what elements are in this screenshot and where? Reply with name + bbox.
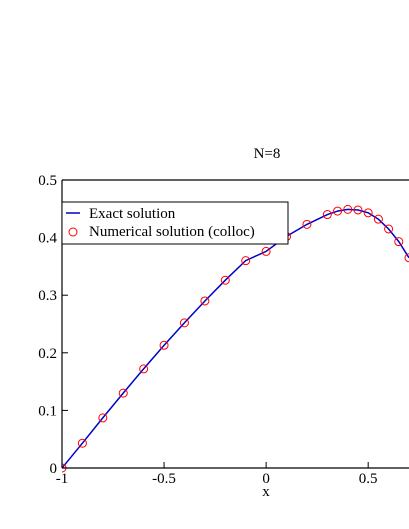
plot-area [62, 204, 409, 473]
x-tick-label: 0.5 [359, 471, 378, 487]
x-tick-label: -1 [56, 471, 69, 487]
y-tick-label: 0.1 [38, 403, 57, 419]
chart-title: N=8 [254, 146, 281, 162]
x-tick-label: -0.5 [152, 471, 176, 487]
legend-box [61, 201, 289, 245]
data-point [98, 413, 108, 423]
data-point [179, 318, 189, 328]
data-point [384, 224, 394, 234]
data-point [118, 388, 128, 398]
legend-label-numerical: Numerical solution (colloc) [89, 224, 255, 240]
data-point [302, 219, 312, 229]
data-point [220, 275, 230, 285]
data-point [343, 204, 353, 214]
data-point [159, 340, 169, 350]
data-point [200, 296, 210, 306]
data-point [139, 364, 149, 374]
x-axis-label: x [262, 484, 270, 500]
series-line-exact [62, 208, 409, 469]
axis-ticks: -1 -0.5 0 0.5 0 0.1 0.2 0.3 0.4 0.5 [38, 173, 377, 487]
data-point [373, 214, 383, 224]
data-point [404, 253, 409, 263]
data-point [261, 246, 271, 256]
y-tick-label: 0.4 [38, 231, 57, 247]
y-tick-label: 0.5 [38, 173, 57, 189]
data-point [394, 237, 404, 247]
legend: Exact solution Numerical solution (collo… [61, 201, 289, 245]
y-tick-label: 0.3 [38, 288, 57, 304]
data-point [333, 206, 343, 216]
data-point [241, 256, 251, 266]
y-tick-label: 0 [50, 461, 58, 477]
data-point [322, 210, 332, 220]
x-tick-label: 0 [262, 471, 270, 487]
y-tick-label: 0.2 [38, 346, 57, 362]
data-point [363, 208, 373, 218]
data-point [77, 438, 87, 448]
legend-marker-swatch [68, 227, 78, 237]
legend-label-exact: Exact solution [89, 206, 176, 222]
data-point [353, 205, 363, 215]
